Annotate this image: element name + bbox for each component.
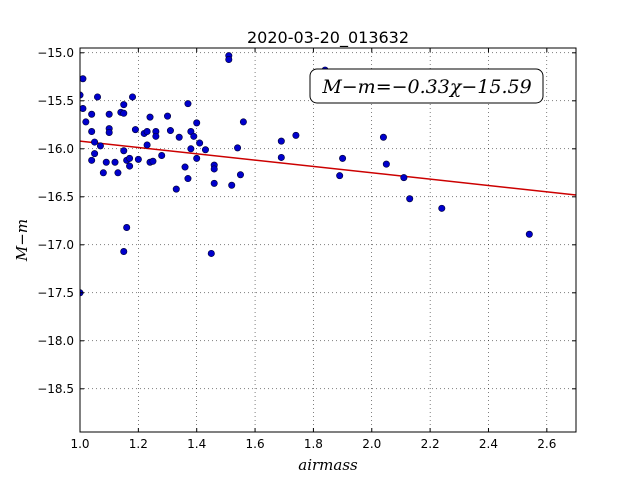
x-axis-label: airmass bbox=[298, 456, 358, 474]
data-point-39 bbox=[164, 112, 172, 120]
data-point-35 bbox=[149, 157, 157, 165]
data-point-23 bbox=[123, 224, 131, 232]
data-point-62 bbox=[239, 118, 247, 126]
data-point-61 bbox=[236, 171, 244, 179]
data-point-52 bbox=[201, 146, 209, 154]
y-tick-label-6: −18.0 bbox=[37, 334, 74, 348]
data-point-70 bbox=[382, 160, 390, 168]
data-point-74 bbox=[525, 230, 533, 238]
data-point-26 bbox=[126, 154, 134, 162]
x-tick-label-3: 1.6 bbox=[246, 437, 265, 451]
data-point-53 bbox=[207, 249, 215, 257]
fit-annotation: M−m=−0.33χ−15.59 bbox=[309, 68, 544, 104]
data-point-41 bbox=[172, 185, 180, 193]
data-point-46 bbox=[187, 145, 195, 153]
data-point-45 bbox=[184, 175, 192, 183]
grid-lines bbox=[80, 48, 576, 432]
data-point-4 bbox=[88, 128, 96, 136]
data-point-17 bbox=[114, 169, 122, 177]
y-tick-label-3: −16.5 bbox=[37, 190, 74, 204]
data-point-7 bbox=[91, 138, 99, 146]
data-point-21 bbox=[120, 248, 128, 256]
data-point-3 bbox=[82, 118, 90, 126]
data-point-25 bbox=[126, 162, 134, 170]
plot-frame bbox=[79, 47, 577, 433]
data-point-65 bbox=[292, 131, 300, 139]
x-tick-label-7: 2.4 bbox=[479, 437, 498, 451]
data-point-43 bbox=[181, 163, 189, 171]
data-point-11 bbox=[99, 169, 107, 177]
data-point-19 bbox=[120, 101, 128, 109]
data-point-15 bbox=[105, 128, 113, 136]
data-point-8 bbox=[91, 150, 99, 158]
x-tick-label-2: 1.4 bbox=[187, 437, 206, 451]
data-point-67 bbox=[336, 172, 344, 180]
data-point-37 bbox=[152, 132, 160, 140]
data-point-6 bbox=[88, 110, 96, 118]
data-point-20 bbox=[120, 109, 128, 117]
data-point-72 bbox=[406, 195, 414, 203]
data-point-56 bbox=[210, 165, 218, 173]
x-tick-label-4: 1.8 bbox=[304, 437, 323, 451]
data-point-28 bbox=[131, 126, 139, 134]
data-point-51 bbox=[196, 139, 204, 147]
annotation-box bbox=[309, 68, 544, 104]
data-point-16 bbox=[111, 158, 119, 166]
y-tick-label-0: −15.0 bbox=[37, 46, 74, 60]
data-point-49 bbox=[193, 119, 201, 127]
plot-area bbox=[80, 48, 576, 432]
data-point-60 bbox=[234, 144, 242, 152]
y-tick-label-4: −17.0 bbox=[37, 238, 74, 252]
data-point-32 bbox=[143, 141, 151, 149]
axis-ticks: 1.0 1.2 1.4 1.6 1.8 2.0 2.2 2.4 2.6 −15.0 −15.5 −16… bbox=[37, 46, 576, 451]
y-tick-label-1: −15.5 bbox=[37, 94, 74, 108]
chart-title: 2020-03-20_013632 bbox=[247, 28, 409, 48]
x-tick-label-5: 2.0 bbox=[362, 437, 381, 451]
data-point-38 bbox=[158, 152, 166, 160]
annotation-text: M−m=−0.33χ−15.59 bbox=[321, 76, 531, 98]
data-point-73 bbox=[438, 204, 446, 212]
data-point-63 bbox=[277, 153, 285, 161]
data-point-71 bbox=[400, 174, 408, 182]
data-point-54 bbox=[210, 179, 218, 187]
data-point-22 bbox=[120, 147, 128, 155]
data-point-42 bbox=[175, 133, 183, 141]
data-point-12 bbox=[102, 158, 110, 166]
data-point-48 bbox=[190, 132, 198, 140]
data-point-9 bbox=[94, 93, 102, 101]
data-point-31 bbox=[143, 128, 151, 136]
y-axis-label: M−m bbox=[13, 219, 31, 262]
data-point-40 bbox=[166, 127, 174, 135]
data-point-50 bbox=[193, 154, 201, 162]
data-point-69 bbox=[379, 133, 387, 141]
data-point-10 bbox=[96, 142, 104, 150]
data-points bbox=[80, 52, 533, 297]
data-point-58 bbox=[225, 56, 233, 64]
data-point-44 bbox=[184, 100, 192, 108]
data-point-64 bbox=[277, 137, 285, 145]
y-tick-label-7: −18.5 bbox=[37, 382, 74, 396]
y-tick-label-5: −17.5 bbox=[37, 286, 74, 300]
x-tick-label-6: 2.2 bbox=[421, 437, 440, 451]
y-tick-label-2: −16.0 bbox=[37, 142, 74, 156]
data-point-27 bbox=[129, 93, 137, 101]
data-point-68 bbox=[339, 154, 347, 162]
data-point-1 bbox=[80, 75, 87, 83]
data-point-29 bbox=[134, 155, 142, 163]
data-point-2 bbox=[80, 104, 87, 112]
x-tick-label-0: 1.0 bbox=[70, 437, 89, 451]
x-tick-label-1: 1.2 bbox=[129, 437, 148, 451]
fit-line-group bbox=[80, 140, 576, 196]
x-tick-label-8: 2.6 bbox=[537, 437, 556, 451]
data-point-5 bbox=[88, 156, 96, 164]
fit-line bbox=[80, 140, 576, 196]
data-point-33 bbox=[146, 113, 154, 121]
data-point-59 bbox=[228, 181, 236, 189]
data-point-13 bbox=[105, 110, 113, 118]
